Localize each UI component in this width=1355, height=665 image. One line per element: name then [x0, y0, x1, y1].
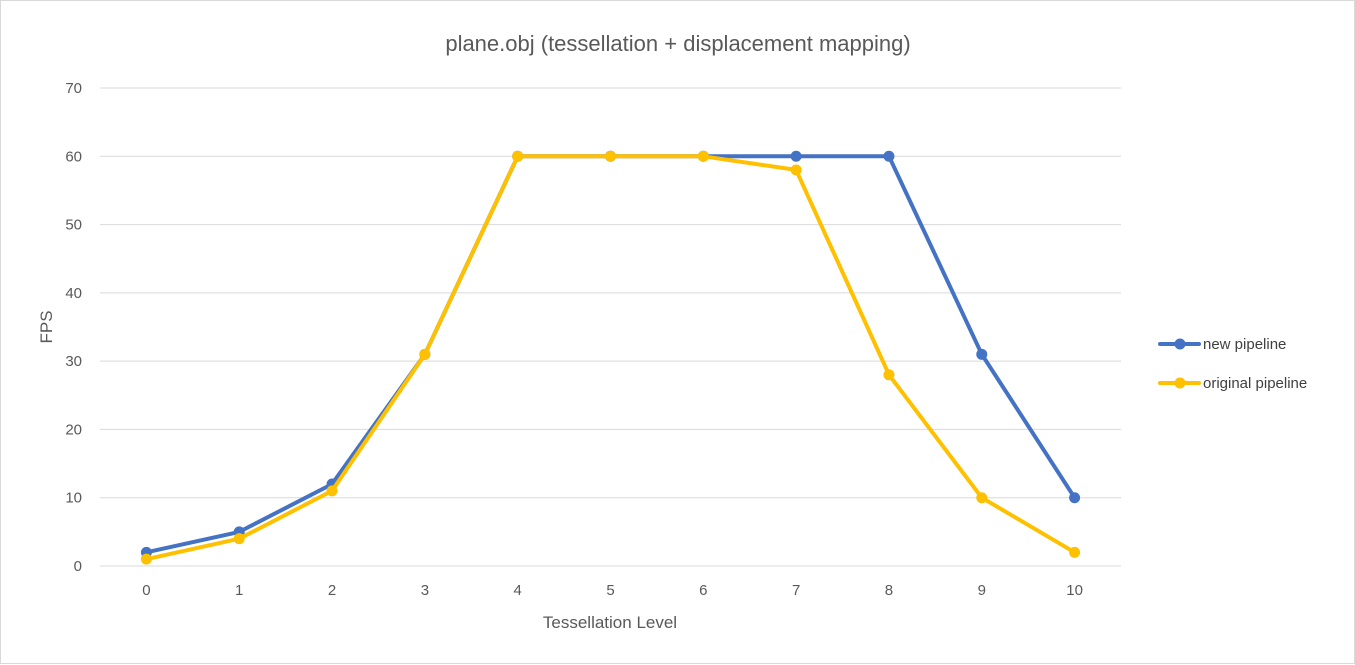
series-line [144, 154, 1077, 555]
chart-title: plane.obj (tessellation + displacement m… [445, 31, 910, 56]
gridlines [100, 87, 1121, 567]
y-tick-label: 50 [65, 217, 82, 234]
x-tick-label: 3 [421, 582, 429, 599]
data-point [883, 150, 895, 162]
data-point [233, 533, 245, 545]
legend: new pipeline original pipeline [1158, 336, 1307, 392]
data-point [697, 150, 709, 162]
x-axis-label: Tessellation Level [543, 613, 677, 632]
y-axis-label: FPS [37, 310, 56, 343]
data-point [605, 150, 616, 162]
data-point [790, 164, 802, 176]
data-point [140, 553, 152, 565]
legend-marker [1174, 338, 1186, 350]
x-tick-label: 5 [606, 582, 614, 599]
x-tick-label: 2 [328, 582, 336, 599]
data-point [1069, 546, 1081, 558]
y-tick-label: 30 [65, 353, 82, 370]
series-1 [140, 150, 1081, 558]
data-point [1069, 492, 1081, 504]
y-tick-label: 10 [65, 490, 82, 507]
data-point [976, 348, 988, 360]
legend-label: new pipeline [1203, 336, 1286, 353]
x-tick-label: 8 [885, 582, 893, 599]
x-axis-ticks: 0 1 2 3 4 5 6 7 8 9 10 [142, 582, 1083, 599]
x-tick-label: 9 [978, 582, 986, 599]
series-line [144, 154, 1077, 562]
legend-marker [1174, 377, 1186, 389]
data-point [419, 348, 431, 360]
y-tick-label: 60 [65, 148, 82, 165]
y-tick-label: 70 [65, 80, 82, 97]
data-point [790, 150, 802, 162]
x-tick-label: 7 [792, 582, 800, 599]
x-tick-label: 4 [514, 582, 522, 599]
y-tick-label: 40 [65, 285, 82, 302]
x-tick-label: 6 [699, 582, 707, 599]
y-axis-ticks: 0 10 20 30 40 50 60 70 [65, 80, 82, 575]
legend-label: original pipeline [1203, 375, 1307, 392]
data-point [326, 485, 338, 497]
x-tick-label: 0 [142, 582, 150, 599]
data-point [976, 492, 988, 504]
y-tick-label: 20 [65, 421, 82, 438]
series-lines [140, 150, 1081, 565]
x-tick-label: 10 [1066, 582, 1083, 599]
series-2 [140, 150, 1081, 565]
data-point [512, 150, 524, 162]
x-tick-label: 1 [235, 582, 243, 599]
data-point [883, 369, 895, 381]
y-tick-label: 0 [74, 558, 82, 575]
legend-item: new pipeline [1158, 336, 1286, 353]
legend-item: original pipeline [1158, 375, 1307, 392]
